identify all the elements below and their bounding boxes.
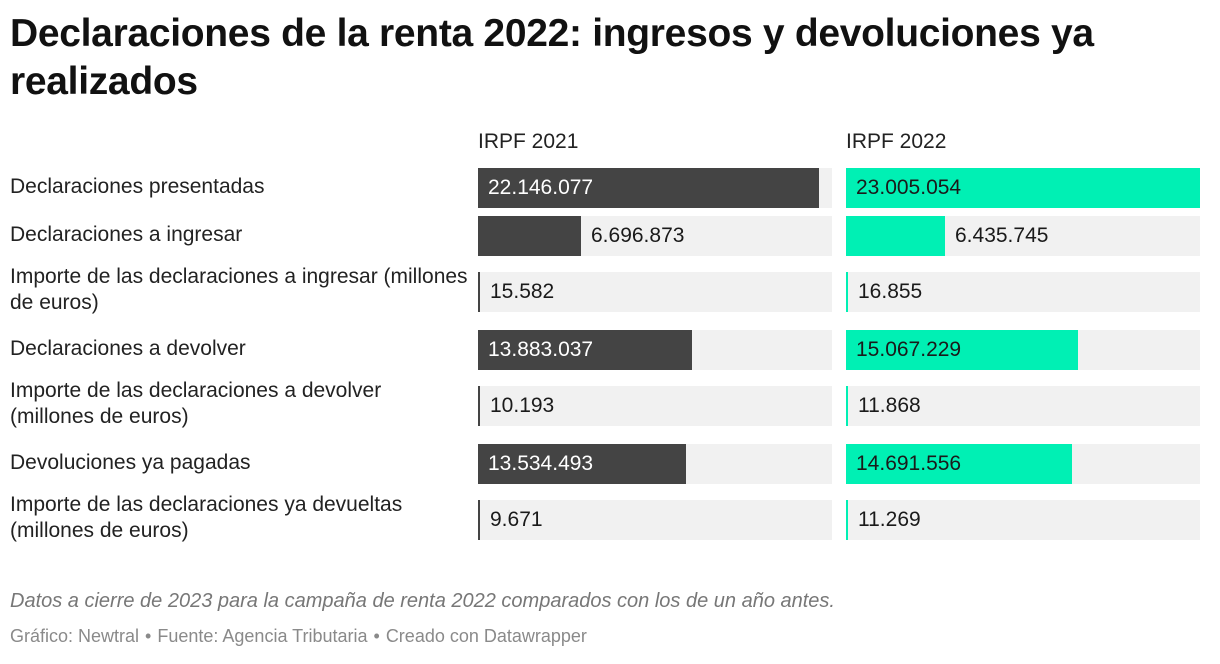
bar-irpf-2021: [478, 272, 480, 312]
bar-irpf-2021: [478, 444, 686, 484]
bar-value-label: 9.671: [490, 508, 543, 531]
bar-irpf-2022: [846, 330, 1078, 370]
credit-chart-author: Gráfico: Newtral: [10, 626, 140, 646]
row-label: Devoluciones ya pagadas: [10, 451, 251, 474]
bar-value-label: 13.534.493: [488, 452, 594, 475]
bar-irpf-2022: [846, 500, 848, 540]
row-label: Importe de las declaraciones ya devuelta…: [10, 493, 403, 542]
bar-track: 16.855: [846, 272, 1200, 312]
bar-track: 13.883.037: [478, 330, 832, 370]
bar-irpf-2022: [846, 386, 848, 426]
bar-track: 9.671: [478, 500, 832, 540]
bar-value-label: 23.005.054: [856, 176, 962, 199]
bar-value-label: 15.582: [490, 280, 555, 303]
row-label: Importe de las declaraciones a devolver …: [10, 379, 382, 428]
bar-irpf-2022: [846, 272, 848, 312]
chart-footnote: Datos a cierre de 2023 para la campaña d…: [10, 590, 835, 612]
bar-track: 15.067.229: [846, 330, 1200, 370]
bar-track: 6.435.745: [846, 216, 1200, 256]
row-label: Importe de las declaraciones a ingresar …: [10, 265, 468, 314]
column-header-irpf-2021: IRPF 2021: [478, 130, 579, 153]
bar-value-label: 13.883.037: [488, 338, 594, 361]
bar-value-label: 22.146.077: [488, 176, 594, 199]
credit-tool[interactable]: Creado con Datawrapper: [385, 626, 587, 646]
chart-title: Declaraciones de la renta 2022: ingresos…: [10, 12, 1094, 103]
bar-track: 14.691.556: [846, 444, 1200, 484]
bar-value-label: 15.067.229: [856, 338, 962, 361]
bar-value-label: 6.696.873: [591, 224, 685, 247]
bar-track: 15.582: [478, 272, 832, 312]
bar-irpf-2022: [846, 444, 1072, 484]
bar-track: 11.868: [846, 386, 1200, 426]
bar-track: 23.005.054: [846, 168, 1200, 208]
bar-irpf-2021: [478, 386, 480, 426]
row-label: Declaraciones a devolver: [10, 337, 246, 360]
column-header-irpf-2022: IRPF 2022: [846, 130, 947, 153]
row-label: Declaraciones presentadas: [10, 175, 265, 198]
bar-value-label: 14.691.556: [856, 452, 962, 475]
credit-separator: •: [145, 626, 152, 646]
bar-irpf-2021: [478, 330, 692, 370]
bar-track: 22.146.077: [478, 168, 832, 208]
bar-value-label: 10.193: [490, 394, 555, 417]
bar-value-label: 16.855: [858, 280, 923, 303]
bar-irpf-2021: [478, 168, 819, 208]
bar-value-label: 11.868: [858, 394, 921, 417]
bar-track: 6.696.873: [478, 216, 832, 256]
bar-irpf-2022: [846, 168, 1200, 208]
bar-track: 11.269: [846, 500, 1200, 540]
bar-value-label: 11.269: [858, 508, 921, 531]
credit-separator: •: [373, 626, 380, 646]
credit-source: Fuente: Agencia Tributaria: [157, 626, 368, 646]
bar-irpf-2021: [478, 216, 581, 256]
bar-track: 13.534.493: [478, 444, 832, 484]
bar-irpf-2022: [846, 216, 945, 256]
chart-credit: Gráfico: Newtral • Fuente: Agencia Tributa…: [10, 626, 587, 647]
row-label: Declaraciones a ingresar: [10, 223, 243, 246]
bar-value-label: 6.435.745: [955, 224, 1049, 247]
bar-track: 10.193: [478, 386, 832, 426]
bar-irpf-2021: [478, 500, 480, 540]
